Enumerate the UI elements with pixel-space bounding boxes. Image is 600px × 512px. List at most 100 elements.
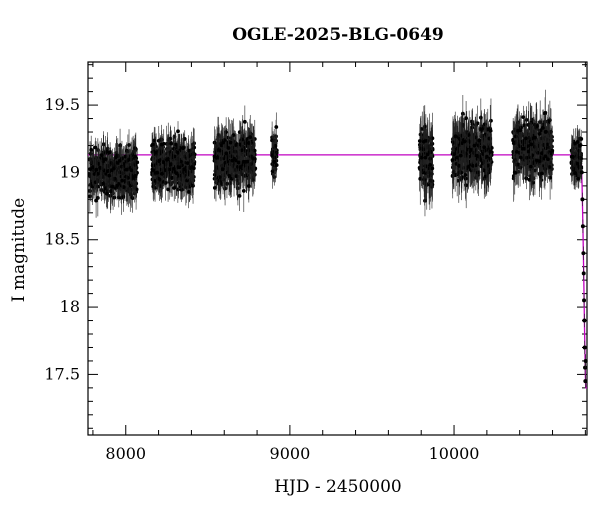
data-point [579,137,584,141]
data-point [223,160,228,165]
chart-title: OGLE-2025-BLG-0649 [232,25,444,45]
data-point [272,159,277,164]
data-point [580,224,585,229]
data-point [115,183,119,188]
data-point [152,138,157,143]
data-point [192,162,197,166]
data-point [463,151,468,156]
data-point [488,156,493,161]
data-point [513,134,518,139]
data-point [186,148,191,153]
data-point [218,148,222,153]
data-point [577,148,582,153]
data-point [524,155,529,160]
data-point [99,153,104,158]
data-point [219,143,224,148]
data-point [546,157,550,162]
data-point [236,160,241,165]
data-point [133,174,138,178]
data-point [270,153,274,158]
data-point [101,142,106,147]
data-point [513,170,518,175]
data-point [248,135,253,140]
data-point [471,150,476,155]
data-point [191,183,195,188]
data-point [430,166,435,171]
data-point [231,133,236,138]
x-tick-label: 8000 [105,444,146,463]
data-point [466,165,471,169]
data-point [515,162,520,167]
data-point [226,146,231,150]
data-point [453,134,458,139]
data-point [157,159,162,164]
data-point [87,172,92,177]
data-point [212,185,217,190]
data-point [535,150,540,155]
data-point [120,178,125,183]
data-point [238,165,243,169]
data-point [221,140,226,145]
data-point [575,140,580,144]
data-point [464,116,468,121]
data-point [543,130,548,134]
y-tick-label: 18 [60,297,80,316]
data-point [99,166,104,170]
data-point [550,148,555,153]
data-point [129,157,133,162]
data-point [273,143,278,148]
data-point [540,125,545,130]
data-point [91,165,95,170]
data-point [108,189,113,194]
data-point [241,189,246,193]
data-point [545,142,550,147]
axis-ticks [88,62,587,435]
data-point [548,175,552,180]
data-point [172,146,176,151]
data-point [124,167,129,172]
x-tick-label: 9000 [270,444,311,463]
data-point [172,154,177,159]
data-point [543,166,547,171]
data-point [540,151,544,156]
data-point [173,142,178,147]
x-axis-label: HJD - 2450000 [274,477,402,497]
data-point [458,153,463,158]
data-point [581,271,586,276]
data-point [463,173,468,177]
data-point [482,122,487,127]
data-point [121,185,126,189]
data-point [489,118,493,123]
data-point [239,148,244,153]
y-tick-label: 18.5 [44,230,80,249]
data-point [228,140,233,145]
data-point [246,184,251,188]
data-point [105,169,110,174]
data-point [518,144,523,149]
data-point [488,128,493,133]
data-point [488,149,493,154]
plot-area [87,61,588,436]
data-point [464,183,469,188]
plot-frame [87,61,588,436]
data-point [110,184,115,189]
data-point [176,150,181,155]
x-tick-labels: 8000 9000 10000 [105,444,479,463]
data-point [217,175,222,180]
data-point [112,176,117,181]
data-point [170,175,175,180]
y-axis-label: I magnitude [9,198,29,302]
data-point [462,139,467,144]
data-point [543,154,548,159]
data-point [240,137,245,142]
data-point [472,143,477,148]
data-point [576,176,580,181]
y-tick-label: 19.5 [44,95,80,114]
data-point [224,130,229,135]
data-point [253,166,258,171]
data-point [450,158,455,162]
data-points-group [87,89,588,388]
data-point [169,141,174,146]
y-tick-labels: 17.5 18 18.5 19 19.5 [44,95,80,383]
